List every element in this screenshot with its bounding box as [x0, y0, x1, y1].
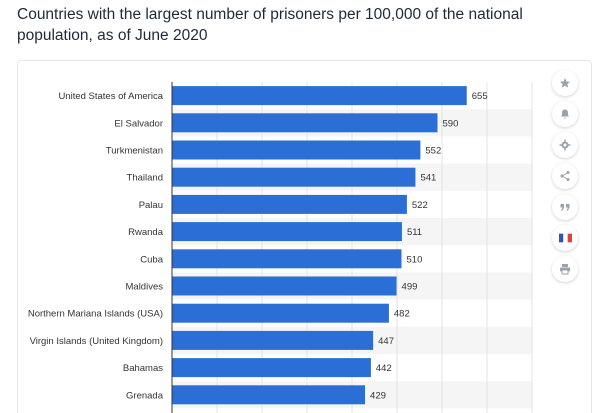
category-label: Palau [139, 200, 163, 211]
bar[interactable] [172, 385, 366, 405]
value-label: 510 [407, 254, 423, 265]
category-label: Turkmenistan [106, 146, 163, 157]
cite-button[interactable] [552, 194, 578, 220]
quote-icon [560, 204, 570, 211]
value-label: 482 [394, 309, 410, 320]
bookmark-button[interactable] [552, 70, 578, 96]
bar[interactable] [172, 167, 416, 187]
bar[interactable] [172, 249, 402, 269]
category-label: El Salvador [114, 118, 163, 129]
bar[interactable] [172, 140, 421, 160]
language-button[interactable] [552, 225, 578, 251]
category-label: Bahamas [123, 363, 163, 374]
value-label: 522 [412, 200, 428, 211]
category-label: Virgin Islands (United Kingdom) [30, 336, 163, 347]
category-label: Rwanda [128, 227, 164, 238]
value-label: 447 [378, 336, 394, 347]
category-label: Cuba [140, 254, 163, 265]
chart-toolbar [552, 70, 580, 287]
value-label: 499 [402, 282, 418, 293]
bar[interactable] [172, 303, 389, 323]
bar[interactable] [172, 330, 374, 350]
bar[interactable] [172, 358, 371, 378]
bell-icon [561, 109, 569, 119]
gear-icon [559, 139, 571, 151]
value-label: 429 [370, 390, 386, 401]
category-label: Northern Mariana Islands (USA) [28, 309, 163, 320]
print-button[interactable] [552, 256, 578, 282]
bar[interactable] [172, 86, 467, 106]
print-icon [560, 264, 570, 275]
value-label: 511 [407, 227, 422, 238]
value-label: 541 [420, 173, 436, 184]
bar[interactable] [172, 194, 407, 214]
category-label: Grenada [126, 390, 164, 401]
notification-button[interactable] [552, 101, 578, 127]
bar[interactable] [172, 222, 402, 242]
category-label: Thailand [127, 173, 163, 184]
value-label: 442 [376, 363, 392, 374]
value-label: 552 [425, 146, 441, 157]
category-label: Maldives [126, 282, 164, 293]
french-flag-icon [558, 233, 572, 243]
share-icon [560, 171, 570, 181]
value-label: 655 [472, 91, 488, 102]
bar[interactable] [172, 276, 397, 296]
settings-button[interactable] [552, 132, 578, 158]
category-label: United States of America [58, 91, 163, 102]
star-icon [560, 78, 570, 88]
page-title: Countries with the largest number of pri… [17, 6, 523, 44]
share-button[interactable] [552, 163, 578, 189]
value-label: 590 [443, 118, 459, 129]
bar[interactable] [172, 113, 438, 133]
